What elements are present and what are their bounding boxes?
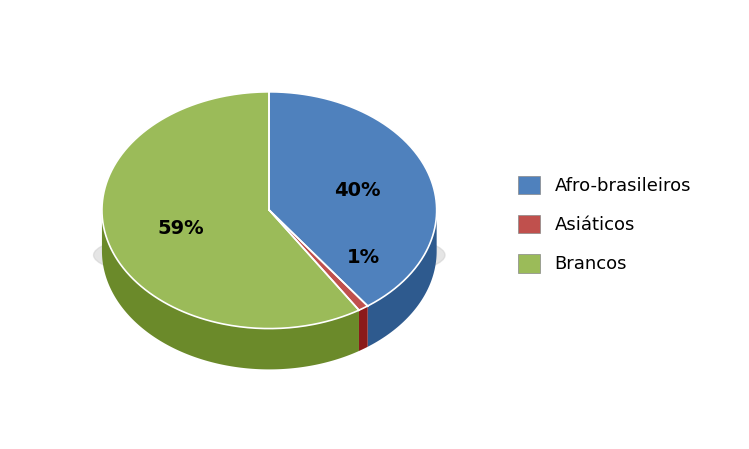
Polygon shape	[368, 210, 437, 347]
Legend: Afro-brasileiros, Asiáticos, Brancos: Afro-brasileiros, Asiáticos, Brancos	[518, 176, 691, 273]
Text: 40%: 40%	[333, 180, 380, 200]
Polygon shape	[102, 211, 359, 370]
Ellipse shape	[94, 225, 445, 285]
Polygon shape	[270, 210, 368, 310]
Polygon shape	[270, 92, 437, 306]
Polygon shape	[102, 92, 359, 329]
Text: 59%: 59%	[157, 219, 204, 238]
Text: 1%: 1%	[347, 247, 380, 267]
Polygon shape	[359, 306, 368, 351]
